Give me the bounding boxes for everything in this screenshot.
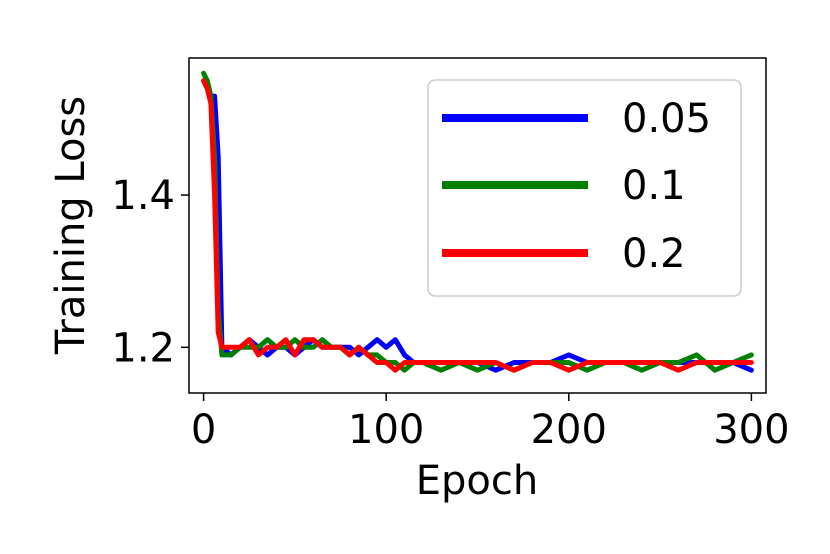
- legend-label-0-05: 0.05: [622, 96, 711, 142]
- y-axis-ticks: 1.2 1.4: [111, 173, 189, 371]
- legend-label-0-1: 0.1: [622, 163, 686, 209]
- x-tick-label: 200: [531, 407, 607, 453]
- x-axis-ticks: 0 100 200 300: [191, 393, 790, 453]
- series-line-0-2: [201, 78, 754, 373]
- plot-lines: [201, 70, 754, 373]
- x-axis-label: Epoch: [416, 458, 538, 504]
- x-tick-label: 0: [191, 407, 216, 453]
- y-axis-label: Training Loss: [48, 96, 94, 355]
- y-tick-label: 1.2: [111, 325, 175, 371]
- legend-label-0-2: 0.2: [622, 231, 686, 277]
- y-tick-label: 1.4: [111, 173, 175, 219]
- legend: 0.05 0.1 0.2: [427, 79, 742, 297]
- x-tick-label: 100: [348, 407, 424, 453]
- x-tick-label: 300: [713, 407, 789, 453]
- plot-frame: [188, 57, 767, 394]
